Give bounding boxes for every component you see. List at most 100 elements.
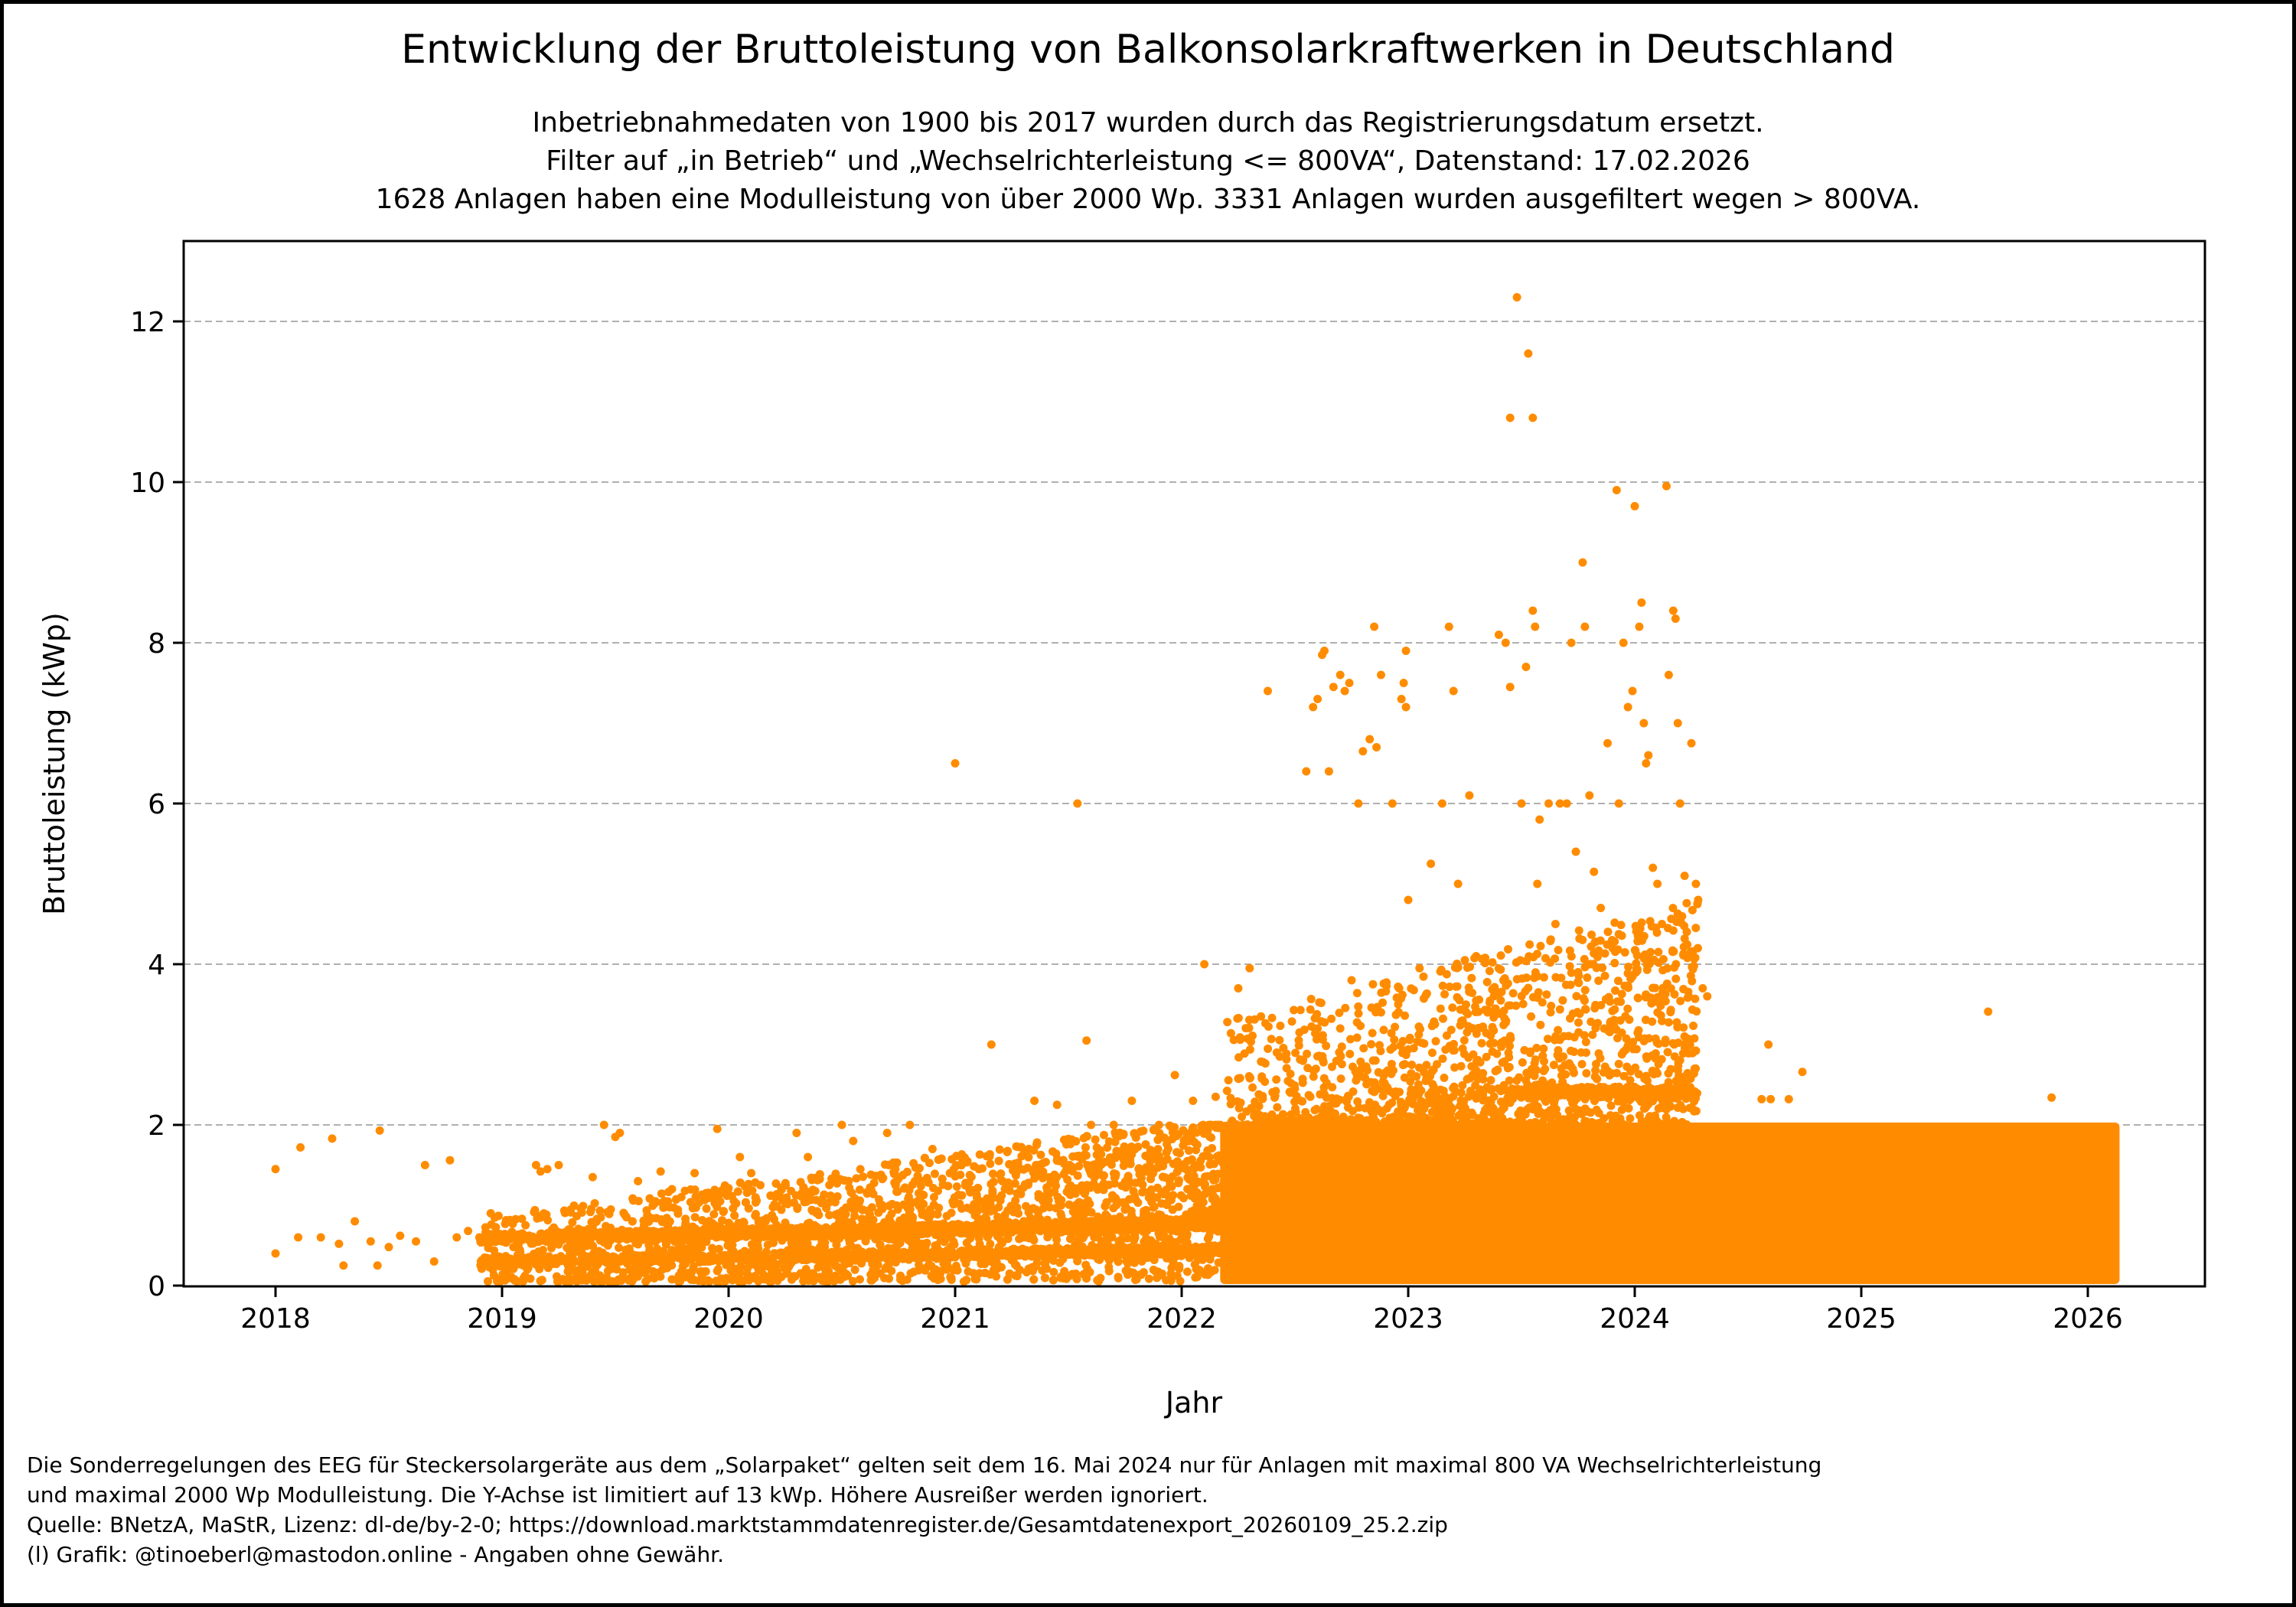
cloud-point — [691, 1203, 700, 1212]
cloud-point — [1203, 1234, 1212, 1244]
cloud-point — [1149, 1203, 1158, 1212]
cloud-point — [885, 1213, 894, 1222]
cloud-point — [1206, 1120, 1215, 1129]
cloud-point — [852, 1174, 861, 1183]
cloud-point — [842, 1203, 851, 1212]
chart-subtitle-line-3: 1628 Anlagen haben eine Modulleistung vo… — [376, 184, 1921, 215]
cloud-point — [1083, 1161, 1092, 1170]
cloud-point — [605, 1209, 614, 1218]
cloud-point — [799, 1182, 808, 1191]
cloud-point — [751, 1178, 760, 1187]
cloud-point — [1166, 1276, 1176, 1285]
chart-subtitle-line-1: Inbetriebnahmedaten von 1900 bis 2017 wu… — [532, 107, 1763, 139]
cloud-point — [724, 1184, 733, 1193]
cloud-point — [1099, 1130, 1108, 1139]
cloud-point — [909, 1159, 918, 1168]
cloud-point — [1071, 1137, 1081, 1146]
cloud-point — [887, 1266, 896, 1276]
cloud-point — [1175, 1264, 1184, 1273]
cloud-point — [1032, 1258, 1042, 1267]
cloud-point — [1130, 1230, 1140, 1239]
cloud-point — [1042, 1183, 1052, 1192]
cloud-point — [848, 1276, 857, 1286]
chart-subtitle-line-2: Filter auf „in Betrieb“ und „Wechselrich… — [546, 145, 1750, 177]
cloud-point — [1187, 1155, 1196, 1164]
dense-scatter-cloud — [475, 898, 2120, 1286]
cloud-point — [1103, 1143, 1112, 1152]
cloud-point — [501, 1216, 510, 1225]
cloud-point — [1183, 1165, 1192, 1175]
cloud-point — [543, 1216, 553, 1225]
cloud-point — [994, 1156, 1003, 1165]
cloud-point — [1050, 1187, 1059, 1196]
cloud-point — [790, 1198, 799, 1208]
cloud-point — [905, 1185, 914, 1195]
cloud-point — [995, 1145, 1004, 1154]
cloud-point — [952, 1182, 961, 1191]
cloud-point — [808, 1185, 817, 1195]
cloud-point — [590, 1218, 599, 1227]
cloud-point — [1179, 1141, 1188, 1150]
cloud-point — [568, 1249, 577, 1258]
cloud-point — [681, 1214, 690, 1224]
cloud-point — [536, 1211, 546, 1221]
cloud-point — [1194, 1160, 1203, 1169]
cloud-point — [1214, 1120, 1223, 1129]
cloud-point — [1144, 1193, 1153, 1202]
cloud-point — [956, 1170, 965, 1179]
cloud-point — [751, 1193, 760, 1202]
cloud-point — [986, 1159, 995, 1169]
cloud-point — [1109, 1204, 1118, 1213]
cloud-point — [856, 1165, 865, 1174]
cloud-point — [996, 1169, 1006, 1178]
cloud-point — [1192, 1273, 1202, 1282]
cloud-point — [1029, 1236, 1039, 1245]
cloud-point — [1179, 1126, 1188, 1135]
cloud-point — [1045, 1203, 1055, 1212]
cloud-point — [921, 1266, 930, 1275]
cloud-point — [1036, 1150, 1045, 1159]
cloud-point — [1126, 1159, 1135, 1169]
cloud-point — [863, 1206, 872, 1215]
cloud-point — [538, 1245, 547, 1254]
cloud-point — [936, 1274, 945, 1283]
cloud-point — [1172, 1271, 1182, 1280]
cloud-point — [1157, 1270, 1166, 1279]
cloud-point — [1063, 1137, 1072, 1146]
cloud-point — [1175, 1176, 1184, 1185]
cloud-point — [690, 1213, 700, 1222]
cloud-point — [820, 1190, 829, 1199]
cloud-point — [1050, 1170, 1059, 1179]
cloud-point — [1017, 1143, 1026, 1152]
cloud-point — [1038, 1174, 1047, 1183]
scatter-chart: Entwicklung der Bruttoleistung von Balko… — [38, 27, 2206, 1420]
cloud-point — [1172, 1148, 1182, 1157]
cloud-point — [603, 1240, 612, 1250]
cloud-point — [1138, 1180, 1147, 1189]
cloud-point — [801, 1275, 810, 1284]
cloud-point — [807, 1205, 817, 1214]
cloud-point — [771, 1179, 781, 1188]
cloud-point — [930, 1169, 939, 1178]
cloud-point — [961, 1178, 970, 1188]
cloud-point — [1150, 1255, 1159, 1264]
cloud-point — [1041, 1260, 1050, 1269]
cloud-point — [807, 1175, 817, 1185]
cloud-point — [1205, 1152, 1215, 1162]
cloud-point — [1091, 1233, 1101, 1242]
cloud-point — [615, 1243, 624, 1252]
cloud-point — [808, 1269, 817, 1278]
cloud-point — [645, 1194, 654, 1203]
cloud-point — [1005, 1186, 1014, 1195]
cloud-point — [595, 1206, 605, 1215]
cloud-point — [1205, 1160, 1215, 1169]
cloud-point — [1104, 1266, 1114, 1276]
cloud-point — [714, 1244, 723, 1253]
cloud-point — [919, 1191, 928, 1200]
cloud-point — [1182, 1267, 1192, 1276]
cloud-point — [691, 1192, 700, 1201]
cloud-point — [855, 1185, 864, 1195]
cloud-point — [1114, 1273, 1123, 1283]
cloud-point — [732, 1199, 741, 1208]
